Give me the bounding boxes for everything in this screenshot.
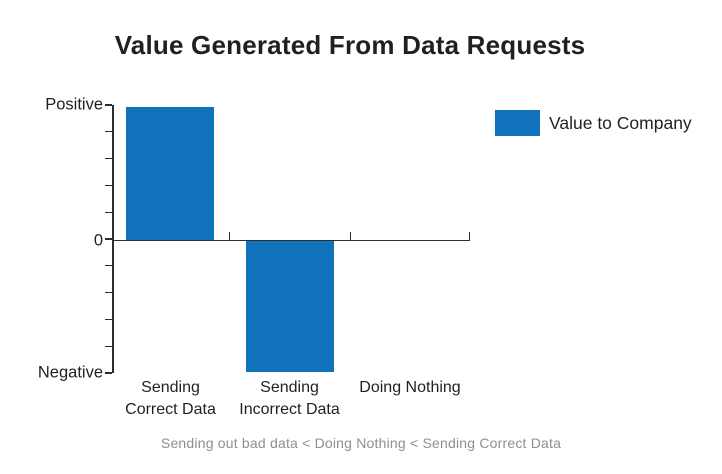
x-category-tick (229, 232, 231, 240)
chart-title: Value Generated From Data Requests (114, 30, 586, 60)
x-label-line: Doing Nothing (359, 379, 461, 396)
y-minor-tick (105, 184, 112, 187)
x-label-line: Incorrect Data (239, 401, 340, 418)
y-minor-tick (105, 291, 112, 294)
y-axis-line (112, 105, 114, 373)
x-label-line: Sending (260, 379, 319, 396)
y-minor-tick (105, 265, 112, 267)
zero-baseline (112, 240, 470, 242)
y-tick-label-negative: Negative (37, 363, 103, 382)
y-minor-tick (105, 372, 112, 374)
x-category-tick (468, 232, 470, 240)
y-minor-tick (105, 131, 112, 133)
y-minor-tick (105, 157, 112, 160)
x-tick-label-sending-correct-data: Sending Correct Data (86, 377, 256, 421)
x-label-line: Sending (141, 379, 200, 396)
y-minor-tick (105, 318, 112, 321)
bar-sending-incorrect-data (245, 241, 334, 373)
plot-area: Positive 0 Negative Sending Correct Data… (38, 96, 470, 418)
y-tick-label-zero: 0 (93, 231, 103, 250)
x-category-tick (350, 232, 352, 240)
x-tick-label-sending-incorrect-data: Sending Incorrect Data (205, 377, 375, 421)
legend: Value to Company (495, 110, 692, 136)
y-minor-tick (105, 238, 112, 240)
y-minor-tick (105, 104, 112, 106)
y-tick-label-positive: Positive (45, 95, 103, 114)
legend-swatch (495, 110, 540, 136)
chart-caption: Sending out bad data < Doing Nothing < S… (160, 435, 562, 451)
y-minor-tick (105, 345, 112, 347)
legend-label: Value to Company (549, 112, 692, 133)
y-minor-tick (105, 211, 112, 213)
x-tick-label-doing-nothing: Doing Nothing (325, 377, 495, 399)
bar-sending-correct-data (125, 107, 214, 240)
x-label-line: Correct Data (125, 401, 216, 418)
